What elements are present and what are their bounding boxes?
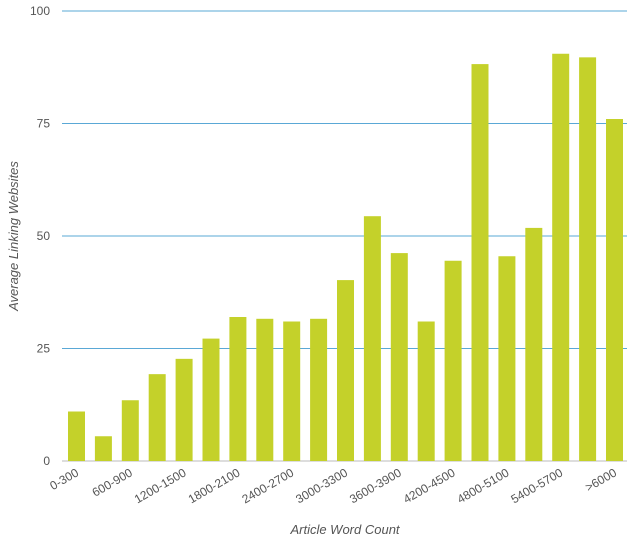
bar-5400-5700 [552,53,570,461]
x-tick-label: 2400-2700 [239,465,296,506]
bar-3600-3900 [390,253,408,461]
bar-0-300 [68,411,85,461]
bar-5100-5400 [525,227,543,461]
bar-1800-2100 [229,317,247,461]
bar->6000 [606,119,623,461]
bar-3900-4200 [417,321,435,461]
bar-2700-3000 [310,318,328,461]
y-tick-label: 50 [37,229,51,243]
bar-4800-5100 [498,256,516,461]
x-tick-label: 3000-3300 [293,465,350,506]
y-tick-label: 75 [37,117,51,131]
bar-4200-4500 [444,260,462,461]
x-tick-label: 4200-4500 [401,465,458,506]
x-axis-title: Article Word Count [289,522,400,537]
bar-3000-3300 [337,280,354,461]
bar-1500-1800 [202,338,220,461]
y-tick-label: 100 [30,4,50,18]
x-axis-ticks: 0-300 600-9001200-15001800-21002400-27003… [47,465,619,506]
bar-3300-3600 [363,216,381,461]
x-tick-label: 600-900 [90,465,135,499]
x-tick-label: 3600-3900 [347,465,404,506]
bar-600-900 [121,400,139,461]
x-tick-label: 0-300 [47,465,81,493]
x-tick-label: 5400-5700 [508,465,565,506]
y-tick-label: 25 [37,342,51,356]
bar-5700-6000 [579,57,597,461]
y-tick-label: 0 [43,454,50,468]
y-axis-ticks: 0 25 50 75 100 [30,4,50,468]
x-tick-label: 1200-1500 [132,465,189,506]
bar-900-1200 [148,374,166,461]
y-axis-title: Average Linking Websites [6,161,21,312]
bar-1200-1500 [175,358,193,461]
x-tick-label: 4800-5100 [455,465,512,506]
x-tick-label: 1800-2100 [186,465,243,506]
bar-2100-2400 [256,318,274,461]
bar-2400-2700 [283,321,301,461]
bars [68,53,623,461]
x-tick-label: >6000 [583,465,619,494]
bar-4500-4800 [471,64,489,461]
bar-300-600 [94,436,112,461]
